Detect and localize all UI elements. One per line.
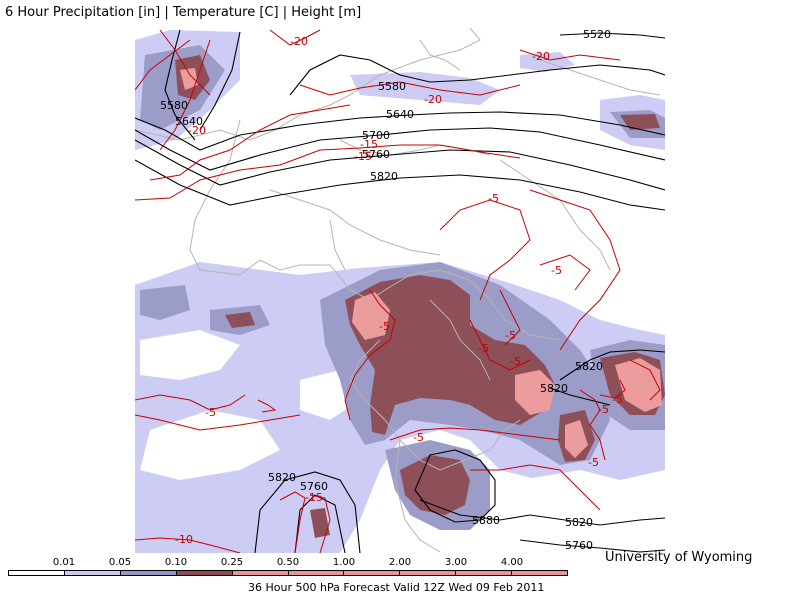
temp-label: -5 xyxy=(478,342,489,355)
temp-label: -20 xyxy=(188,124,206,137)
height-label: 5760 xyxy=(362,148,390,161)
legend-swatch xyxy=(400,571,457,575)
height-label: 5880 xyxy=(472,514,500,527)
temp-label: -15 xyxy=(360,138,378,151)
precip-color-legend xyxy=(8,570,568,576)
height-label: 5520 xyxy=(583,28,611,41)
temperature-contours xyxy=(135,29,661,553)
precip-extreme-areas xyxy=(180,68,662,458)
legend-level: 0.50 xyxy=(276,557,300,568)
temp-label: -5 xyxy=(510,355,521,368)
temp-label: -5 xyxy=(551,264,562,277)
height-label: 5820 xyxy=(268,471,296,484)
height-label: 5640 xyxy=(175,115,203,128)
legend-level: 0.01 xyxy=(52,557,76,568)
height-label: 5820 xyxy=(565,516,593,529)
temp-label: -5 xyxy=(205,406,216,419)
temp-label: -20 xyxy=(424,93,442,106)
legend-swatch xyxy=(232,571,289,575)
temp-label: -5 xyxy=(379,320,390,333)
height-label: 5820 xyxy=(370,170,398,183)
height-label: 5820 xyxy=(575,360,603,373)
legend-level: 3.00 xyxy=(444,557,468,568)
legend-swatch xyxy=(176,571,233,575)
temp-label: -15 xyxy=(354,150,372,163)
legend-swatch xyxy=(9,571,65,575)
height-label: 5580 xyxy=(160,99,188,112)
map-title: 6 Hour Precipitation [in] | Temperature … xyxy=(5,5,362,20)
temp-label: -5 xyxy=(612,393,623,406)
legend-swatch xyxy=(344,571,401,575)
temp-label: -5 xyxy=(598,403,609,416)
temp-label: -5 xyxy=(588,456,599,469)
legend-level: 0.05 xyxy=(108,557,132,568)
temperature-contour-labels: -20 -20 -20 -20 -15 -15 -5 -5 -5 -5 -5 -… xyxy=(175,35,623,546)
height-contours xyxy=(135,29,665,553)
forecast-valid-time: 36 Hour 500 hPa Forecast Valid 12Z Wed 0… xyxy=(248,581,545,594)
legend-swatch xyxy=(120,571,177,575)
temp-label: -20 xyxy=(532,50,550,63)
temp-label: -10 xyxy=(175,533,193,546)
legend-swatch xyxy=(288,571,345,575)
temp-label: -5 xyxy=(488,192,499,205)
temp-label: -20 xyxy=(290,35,308,48)
legend-level: 4.00 xyxy=(500,557,524,568)
credit-text: University of Wyoming xyxy=(605,550,753,565)
legend-swatch xyxy=(456,571,513,575)
coastlines xyxy=(135,28,661,553)
legend-swatch xyxy=(512,571,568,575)
temp-label: -5 xyxy=(413,431,424,444)
height-label: 5700 xyxy=(362,129,390,142)
height-label: 5640 xyxy=(386,108,414,121)
legend-level: 1.00 xyxy=(332,557,356,568)
height-contour-labels: 5520 5580 5580 5640 5640 5700 5760 5820 … xyxy=(160,28,611,552)
legend-level: 0.25 xyxy=(220,557,244,568)
height-label: 5760 xyxy=(565,539,593,552)
temp-label: -5 xyxy=(505,329,516,342)
legend-swatch xyxy=(64,571,121,575)
height-label: 5760 xyxy=(300,480,328,493)
legend-level: 2.00 xyxy=(388,557,412,568)
height-label: 5580 xyxy=(378,80,406,93)
height-label: 5820 xyxy=(540,382,568,395)
temp-label: -15 xyxy=(305,491,323,504)
legend-level: 0.10 xyxy=(164,557,188,568)
